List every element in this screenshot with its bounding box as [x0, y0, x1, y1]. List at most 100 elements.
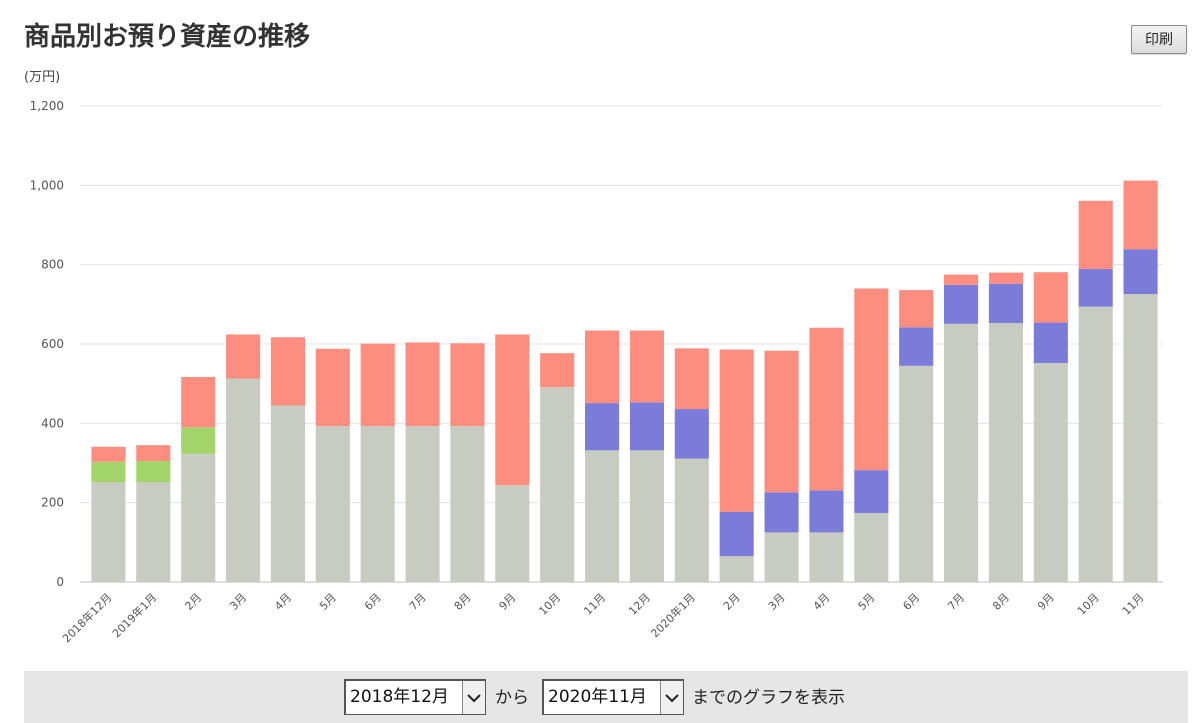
bar-segment: [854, 288, 889, 471]
bar-segment: [405, 342, 440, 427]
bar-segment: [136, 461, 171, 483]
bar-segment: [809, 532, 844, 582]
x-tick-label: 10月: [1075, 591, 1102, 618]
bar-segment: [495, 485, 530, 582]
bar-segment: [495, 334, 530, 486]
page-title: 商品別お預り資産の推移: [24, 22, 311, 52]
x-tick-label: 3月: [227, 591, 249, 613]
bar-segment: [1033, 363, 1068, 582]
x-tick-label: 4月: [811, 591, 833, 613]
bar-segment: [988, 283, 1023, 323]
to-month-select[interactable]: 2020年11月: [542, 679, 684, 715]
bar-segment: [764, 492, 799, 533]
x-tick-label: 5月: [856, 591, 878, 613]
x-tick-label: 2019年1月: [109, 590, 159, 640]
x-tick-label: 12月: [626, 591, 653, 618]
bar-segment: [674, 409, 709, 459]
bar-segment: [1078, 200, 1113, 270]
bar-segment: [674, 348, 709, 410]
bar-segment: [629, 330, 664, 403]
y-tick-label: 600: [41, 337, 64, 351]
x-tick-label: 8月: [452, 591, 474, 613]
print-button[interactable]: 印刷: [1131, 25, 1187, 54]
bar-segment: [719, 556, 754, 582]
bar-segment: [629, 402, 664, 451]
bar-segment: [854, 470, 889, 513]
to-month-value: 2020年11月: [548, 687, 647, 707]
y-axis-unit-label: (万円): [24, 70, 61, 85]
x-tick-label: 2018年12月: [59, 590, 114, 645]
chevron-down-icon: [462, 681, 485, 714]
bar-segment: [674, 458, 709, 582]
bar-segment: [91, 461, 126, 483]
x-tick-label: 5月: [317, 591, 339, 613]
x-tick-label: 3月: [766, 591, 788, 613]
y-tick-label: 0: [56, 575, 64, 589]
bar-segment: [1123, 249, 1158, 295]
bar-segment: [809, 490, 844, 533]
bar-segment: [450, 426, 485, 582]
bar-segment: [944, 274, 979, 285]
bar-segment: [764, 532, 799, 582]
x-tick-label: 6月: [900, 591, 922, 613]
bar-segment: [181, 376, 216, 428]
y-tick-label: 400: [41, 416, 64, 430]
bar-segment: [629, 450, 664, 582]
bar-segment: [181, 453, 216, 582]
x-tick-label: 2月: [182, 591, 204, 613]
bar-segment: [1123, 294, 1158, 582]
x-tick-label: 4月: [272, 591, 294, 613]
y-tick-label: 1,200: [30, 99, 64, 113]
bar-segment: [540, 353, 575, 388]
bar-segment: [944, 323, 979, 582]
bar-segment: [1033, 272, 1068, 323]
x-tick-label: 8月: [990, 591, 1012, 613]
bar-segment: [585, 330, 620, 404]
bar-segment: [585, 450, 620, 582]
bar-segment: [1078, 306, 1113, 582]
bar-segment: [899, 290, 934, 328]
bar-segment: [226, 378, 261, 582]
x-tick-label: 7月: [407, 591, 429, 613]
x-tick-label: 10月: [536, 591, 563, 618]
bar-segment: [988, 272, 1023, 284]
bar-segment: [854, 512, 889, 582]
bar-segment: [719, 511, 754, 557]
y-tick-label: 200: [41, 496, 64, 510]
bar-segment: [360, 426, 395, 582]
bar-segment: [91, 446, 126, 462]
from-month-value: 2018年12月: [350, 687, 449, 707]
bar-segment: [944, 284, 979, 324]
from-month-select[interactable]: 2018年12月: [344, 679, 486, 715]
range-between-text: から: [495, 688, 529, 708]
bar-segment: [764, 350, 799, 493]
chevron-down-icon: [660, 681, 683, 714]
bar-segment: [315, 426, 350, 582]
bar-segment: [270, 405, 305, 582]
bar-segment: [540, 387, 575, 582]
bar-segment: [270, 337, 305, 406]
bar-segment: [988, 322, 1023, 582]
x-tick-label: 2020年1月: [648, 590, 698, 640]
bar-segment: [1123, 180, 1158, 250]
x-tick-label: 11月: [1120, 591, 1147, 618]
bar-segment: [315, 348, 350, 427]
x-tick-label: 11月: [581, 591, 608, 618]
range-suffix-text: までのグラフを表示: [692, 688, 845, 708]
bar-segment: [899, 365, 934, 582]
bar-segment: [136, 445, 171, 462]
x-tick-label: 2月: [721, 591, 743, 613]
x-tick-label: 6月: [362, 591, 384, 613]
bar-segment: [360, 343, 395, 427]
bar-segment: [719, 349, 754, 512]
bar-segment: [181, 427, 216, 454]
x-tick-label: 9月: [497, 591, 519, 613]
bar-segment: [91, 482, 126, 582]
bar-segment: [136, 482, 171, 582]
bar-segment: [585, 403, 620, 451]
bar-segment: [450, 343, 485, 427]
bar-segment: [1078, 269, 1113, 307]
bar-segment: [1033, 322, 1068, 364]
bar-segment: [226, 334, 261, 379]
